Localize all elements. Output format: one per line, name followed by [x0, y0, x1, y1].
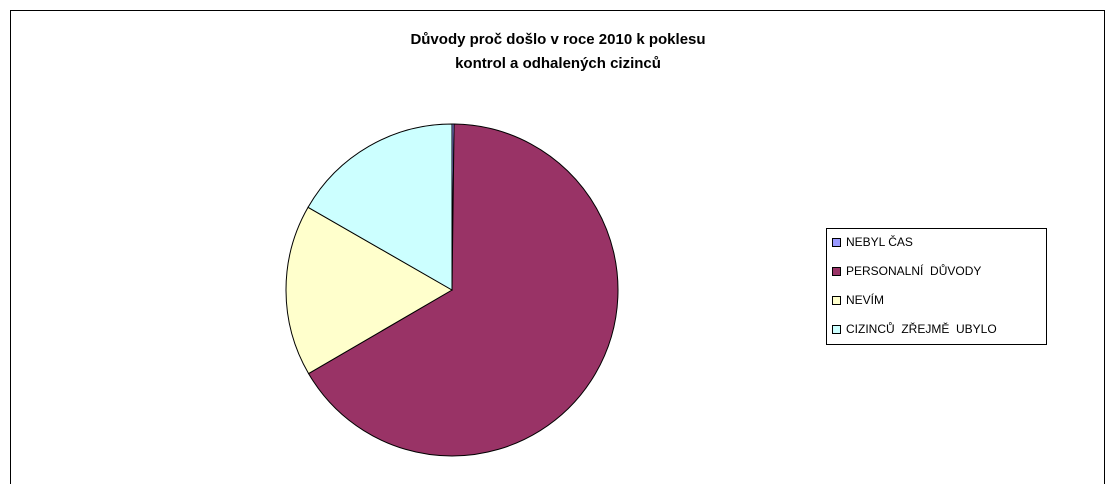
legend-label: NEVÍM [846, 292, 884, 307]
legend-label: CIZINCŮ ZŘEJMĚ UBYLO [846, 321, 997, 336]
legend-swatch [832, 325, 841, 334]
legend-box [826, 228, 1047, 345]
pie-slice [285, 206, 453, 375]
chart-title: kontrol a odhalených cizinců [455, 55, 661, 72]
legend-swatch [832, 296, 841, 305]
pie-slice [307, 123, 619, 457]
pie-slice [307, 123, 453, 291]
legend-swatch [832, 238, 841, 247]
legend-label: NEBYL ČAS [846, 234, 913, 249]
legend-label: PERSONALNÍ DŮVODY [846, 263, 981, 278]
chart-title: Důvody proč došlo v roce 2010 k poklesu [410, 31, 705, 48]
legend-swatch [832, 267, 841, 276]
